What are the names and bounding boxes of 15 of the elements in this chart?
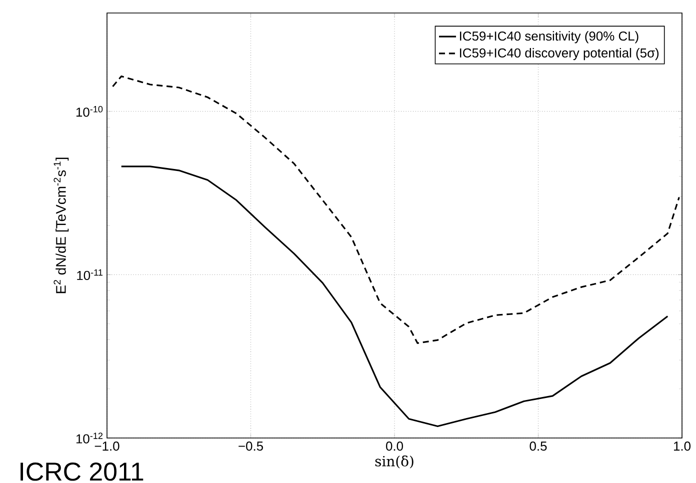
x-axis-title: sin(δ): [375, 456, 414, 468]
y-tick-label: 10$^{-11}$: [77, 269, 103, 280]
y-tick-label: 10$^{-10}$: [76, 106, 103, 117]
x-tick-label: −1.0: [94, 442, 120, 451]
legend-label: IC59+IC40 sensitivity (90% CL): [460, 31, 638, 44]
line-series: [112, 75, 680, 344]
line-series: [120, 166, 668, 428]
x-tick-label: −0.5: [238, 442, 263, 451]
x-tick-label: 1.0: [674, 442, 691, 451]
text: ICRC 2011: [20, 462, 144, 481]
y-axis-title: E$^{2}$ dN/dE [TeVcm$^{-2}$s$^{-1}$]: [54, 158, 69, 294]
legend-label: IC59+IC40 discovery potential (5σ): [460, 48, 659, 60]
x-tick-label: 0.5: [530, 442, 547, 451]
x-tick-label: 0.0: [386, 442, 404, 451]
y-tick-label: 10$^{-12}$: [76, 432, 103, 444]
